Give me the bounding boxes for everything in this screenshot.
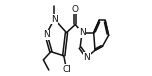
Text: N: N bbox=[43, 30, 49, 39]
Text: O: O bbox=[72, 5, 79, 14]
Text: Cl: Cl bbox=[62, 65, 71, 74]
Text: N: N bbox=[51, 15, 58, 24]
Text: N: N bbox=[79, 28, 85, 37]
Text: N: N bbox=[83, 53, 90, 62]
